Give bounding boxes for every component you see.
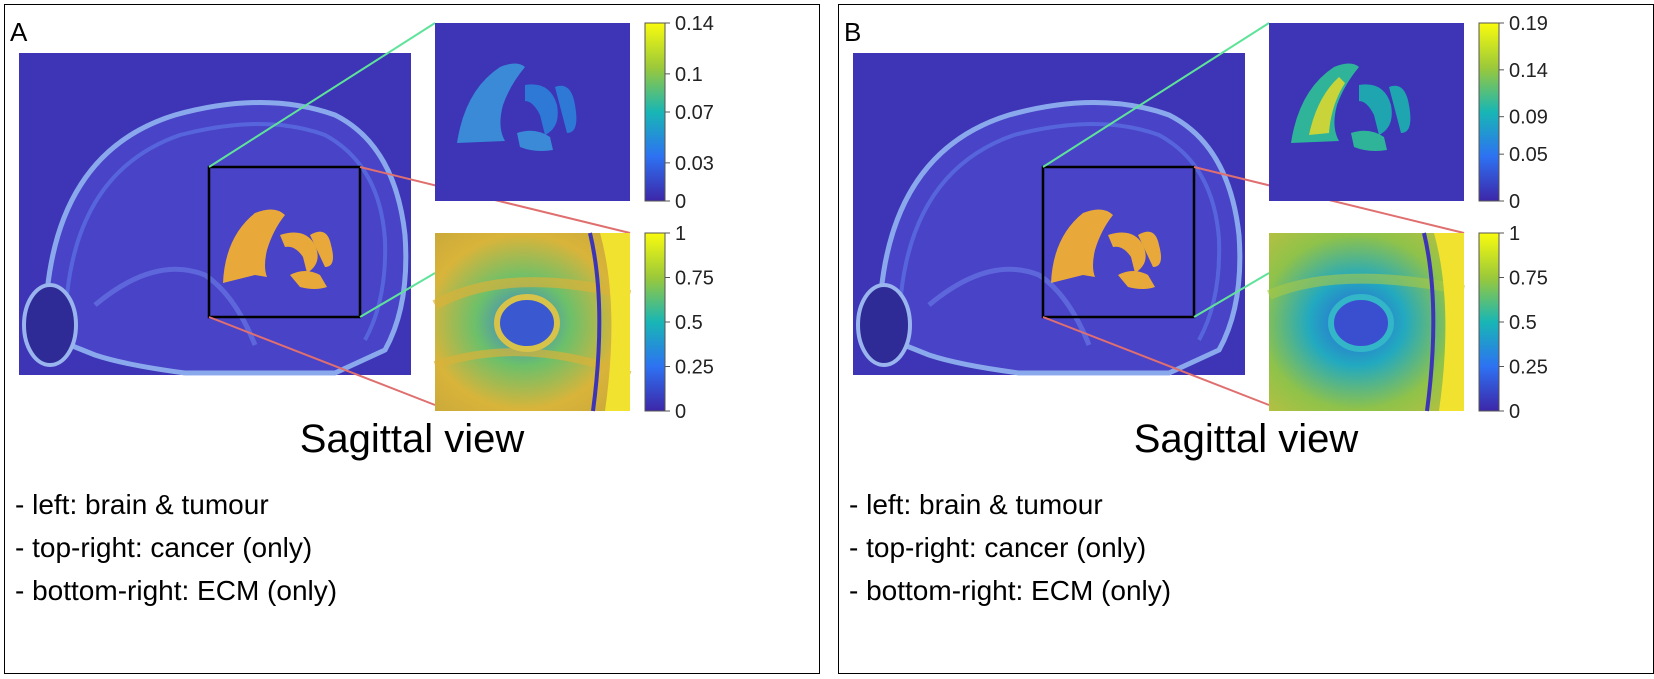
ecm-inset-image bbox=[432, 232, 632, 412]
legend-item: - bottom-right: ECM (only) bbox=[849, 575, 1172, 606]
panel-a-figure: 0.14 0.1 0.07 0.03 0 1 0.75 0.5 0.25 0 bbox=[19, 13, 714, 423]
colorbar-tick-label: 0.75 bbox=[675, 268, 714, 290]
tumour-region bbox=[1051, 209, 1161, 289]
ecm-inset-image bbox=[1267, 232, 1465, 412]
brain-mri-image bbox=[19, 53, 411, 376]
ecm-colorbar bbox=[1478, 232, 1500, 412]
colorbar-tick-label: 0 bbox=[675, 401, 686, 423]
zoom-line-upper bbox=[1042, 22, 1270, 168]
colorbar-tick-label: 1 bbox=[675, 223, 686, 245]
cancer-colorbar-ticks: 0.19 0.14 0.09 0.05 0 bbox=[1499, 13, 1548, 213]
colorbar-tick-label: 0.5 bbox=[1509, 312, 1537, 334]
colorbar-tick-label: 0 bbox=[675, 191, 686, 213]
colorbar-tick-label: 0.03 bbox=[675, 153, 714, 175]
roi-box bbox=[1041, 165, 1196, 319]
legend-item: - top-right: cancer (only) bbox=[15, 532, 313, 563]
colorbar-tick-label: 0.07 bbox=[675, 102, 714, 124]
view-title: Sagittal view bbox=[1133, 417, 1359, 461]
zoom-line-lower-bottom bbox=[208, 316, 436, 406]
colorbar-tick-label: 0.1 bbox=[675, 64, 703, 86]
cancer-colorbar bbox=[1478, 22, 1500, 202]
legend-item: - left: brain & tumour bbox=[849, 489, 1103, 520]
legend-list: - left: brain & tumour - top-right: canc… bbox=[849, 483, 1171, 612]
colorbar-tick-label: 0.75 bbox=[1509, 268, 1548, 290]
zoom-line-upper-bottom bbox=[1193, 272, 1270, 318]
zoom-line-upper-bottom bbox=[359, 272, 436, 318]
legend-list: - left: brain & tumour - top-right: canc… bbox=[15, 483, 337, 612]
cancer-inset-image bbox=[1269, 23, 1464, 201]
legend-item: - top-right: cancer (only) bbox=[849, 532, 1147, 563]
panel-a: 0.14 0.1 0.07 0.03 0 1 0.75 0.5 0.25 0 A Sagitta… bbox=[4, 4, 820, 674]
zoom-line-lower-bottom bbox=[1042, 316, 1270, 406]
legend-item: - left: brain & tumour bbox=[15, 489, 269, 520]
cancer-inset-image bbox=[435, 23, 630, 201]
tumour-region bbox=[223, 209, 333, 289]
panel-label: B bbox=[844, 17, 862, 47]
colorbar-tick-label: 0.05 bbox=[1509, 144, 1548, 166]
view-title: Sagittal view bbox=[299, 417, 525, 461]
colorbar-tick-label: 0.19 bbox=[1509, 13, 1548, 35]
colorbar-tick-label: 0.14 bbox=[1509, 60, 1548, 82]
colorbar-tick-label: 0.5 bbox=[675, 312, 703, 334]
panel-b-figure: 0.19 0.14 0.09 0.05 0 1 0.75 0.5 0.25 0 bbox=[853, 13, 1548, 423]
roi-box bbox=[207, 165, 362, 319]
ecm-colorbar bbox=[644, 232, 666, 412]
colorbar-tick-label: 0.25 bbox=[675, 357, 714, 379]
ecm-colorbar-ticks: 1 0.75 0.5 0.25 0 bbox=[1499, 223, 1548, 423]
colorbar-tick-label: 0.14 bbox=[675, 13, 714, 35]
zoom-line-upper bbox=[208, 22, 436, 168]
colorbar-tick-label: 0 bbox=[1509, 401, 1520, 423]
colorbar-tick-label: 0 bbox=[1509, 191, 1520, 213]
cancer-colorbar bbox=[644, 22, 666, 202]
colorbar-tick-label: 0.25 bbox=[1509, 357, 1548, 379]
legend-item: - bottom-right: ECM (only) bbox=[15, 575, 338, 606]
cancer-colorbar-ticks: 0.14 0.1 0.07 0.03 0 bbox=[665, 13, 714, 213]
ecm-colorbar-ticks: 1 0.75 0.5 0.25 0 bbox=[665, 223, 714, 423]
panel-label: A bbox=[10, 17, 28, 47]
brain-mri-image bbox=[853, 53, 1245, 376]
colorbar-tick-label: 1 bbox=[1509, 223, 1520, 245]
colorbar-tick-label: 0.09 bbox=[1509, 107, 1548, 129]
panel-b: 0.19 0.14 0.09 0.05 0 1 0.75 0.5 0.25 0 B Sagitt… bbox=[838, 4, 1654, 674]
